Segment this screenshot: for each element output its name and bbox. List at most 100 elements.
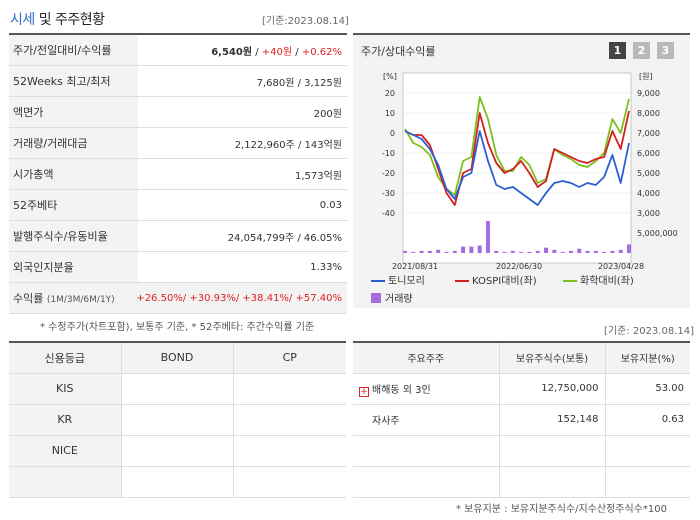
period-button-3[interactable]: 3 <box>657 42 674 59</box>
chart-title: 주가/상대수익률 <box>361 45 436 58</box>
credit-rating-table: 신용등급 BOND CP KIS KR NICE <box>9 341 346 498</box>
table-row <box>9 466 346 498</box>
volume-bar <box>469 246 474 253</box>
series-line-2 <box>404 110 630 206</box>
legend-label: KOSPI대비(좌) <box>472 275 537 287</box>
price-footnote: * 수정주가(차트포함), 보통주 기준, * 52주베타: 주간수익률 기준 <box>40 322 315 333</box>
volume-bar <box>477 245 482 253</box>
week52-row: 52Weeks 최고/최저 7,680원 / 3,125원 <box>9 66 347 97</box>
section-title-sub: 및 주주현황 <box>34 12 105 28</box>
table-row <box>353 466 690 498</box>
volume-bar <box>494 250 499 253</box>
period-button-1[interactable]: 1 <box>609 42 626 59</box>
volume-row: 거래량/거래대금 2,122,960주 / 143억원 <box>9 128 347 159</box>
volume-bar <box>610 250 615 253</box>
stock-chart: [%] [원] 20 9,000 10 8,000 0 7,000 -10 6,000 -20 5,0… <box>371 72 678 305</box>
volume-bar <box>502 251 507 253</box>
right-tick-label: 6,000 <box>637 149 660 158</box>
plot-area <box>402 72 632 264</box>
price-change: +40원 <box>261 46 293 58</box>
x-tick-label: 2021/08/31 <box>392 262 438 271</box>
legend-label: 토니모리 <box>388 275 425 287</box>
shareholder-table: 주요주주 보유주식수(보통) 보유지분(%) + 배해동 외 3인 12,750,… <box>353 341 690 498</box>
price-value: 6,540원 / +40원 / +0.62% <box>211 46 342 58</box>
left-tick-label: -10 <box>382 149 395 158</box>
return-periods: (1M/3M/6M/1Y) <box>46 295 115 305</box>
section-title-main: 시세 <box>10 12 35 28</box>
table-row: NICE <box>9 435 346 467</box>
expand-plus-icon[interactable]: + <box>359 386 369 397</box>
legend-label: 화학대비(좌) <box>580 275 634 287</box>
credit-header-row: 신용등급 BOND CP <box>9 342 346 374</box>
legend-label: 거래량 <box>385 293 413 305</box>
volume-bar <box>403 250 407 253</box>
return-row: 수익률 (1M/3M/6M/1Y) +26.50%/ +30.93%/ +38.… <box>9 283 347 314</box>
par-value-row: 액면가 200원 <box>9 97 347 128</box>
section-title: 시세 및 주주현황 <box>10 9 105 29</box>
left-axis-unit: [%] <box>383 72 397 81</box>
left-tick-label: -30 <box>382 189 395 198</box>
volume-bar <box>544 247 549 253</box>
volume-bar <box>560 251 565 253</box>
foreign-ownership-row: 외국인지분율 1.33% <box>9 252 347 283</box>
volume-bar <box>519 251 524 253</box>
right-tick-label: 5,000 <box>637 169 660 178</box>
market-cap-row: 시가총액 1,573억원 <box>9 159 347 190</box>
volume-bar <box>593 250 598 253</box>
table-row: KR <box>9 404 346 436</box>
right-tick-label: 8,000 <box>637 109 660 118</box>
table-row: KIS <box>9 373 346 405</box>
volume-bar <box>535 250 540 253</box>
left-tick-label: 10 <box>385 109 395 118</box>
period-button-2[interactable]: 2 <box>633 42 650 59</box>
volume-bar <box>427 250 432 253</box>
shareholder-header-row: 주요주주 보유주식수(보통) 보유지분(%) <box>353 342 690 374</box>
volume-bar <box>577 248 582 253</box>
volume-bar <box>527 251 532 253</box>
left-tick-label: -40 <box>382 209 395 218</box>
right-tick-label: 4,000 <box>637 189 660 198</box>
shareholder-footnote: * 보유지분 : 보유지분주식수/지수산정주식수*100 <box>456 504 667 515</box>
volume-bar <box>452 250 457 253</box>
shareholder-name: 자사주 <box>372 416 400 427</box>
volume-bar <box>444 251 449 253</box>
right-tick-label: 7,000 <box>637 129 660 138</box>
volume-bar <box>419 250 424 253</box>
right-tick-label: 9,000 <box>637 89 660 98</box>
x-tick-label: 2022/06/30 <box>496 262 542 271</box>
volume-bar <box>568 250 573 253</box>
volume-bar <box>461 246 466 253</box>
right-axis-unit: [원] <box>639 72 653 81</box>
table-row: + 배해동 외 3인 12,750,000 53.00 <box>353 373 690 405</box>
shareholder-reference-date: [기준: 2023.08.14] <box>604 326 695 337</box>
right-tick-label: 3,000 <box>637 209 660 218</box>
price-summary-table: 주가/전일대비/수익률 6,540원 / +40원 / +0.62% 52Wee… <box>9 33 347 314</box>
chart-panel: [%] [원] 20 9,000 10 8,000 0 7,000 -10 6,000 -20 5,0… <box>353 33 690 308</box>
volume-bar <box>627 244 631 253</box>
volume-tick-label: 5,000,000 <box>637 229 678 238</box>
legend-swatch <box>371 293 381 303</box>
price-change-rate: +0.62% <box>301 46 342 58</box>
x-tick-label: 2023/04/28 <box>598 262 644 271</box>
volume-bar <box>485 221 490 253</box>
left-tick-label: -20 <box>382 169 395 178</box>
volume-bar <box>585 250 590 253</box>
table-row: 자사주 152,148 0.63 <box>353 404 690 436</box>
shares-row: 발행주식수/유동비율 24,054,799주 / 46.05% <box>9 221 347 252</box>
series-line-1 <box>404 130 630 206</box>
shareholder-name: 배해동 외 3인 <box>372 384 431 396</box>
price-label: 주가/전일대비/수익률 <box>9 35 138 65</box>
volume-bar <box>411 251 416 253</box>
table-row <box>353 435 690 467</box>
price-row: 주가/전일대비/수익률 6,540원 / +40원 / +0.62% <box>9 35 347 66</box>
volume-bar <box>618 249 623 253</box>
return-values: +26.50%/ +30.93%/ +38.41%/ +57.40% <box>136 292 342 304</box>
volume-bar <box>602 251 607 253</box>
volume-bar <box>552 249 557 253</box>
left-tick-label: 20 <box>385 89 395 98</box>
left-tick-label: 0 <box>390 129 395 138</box>
current-price: 6,540원 <box>211 46 253 58</box>
volume-bar <box>436 249 441 253</box>
reference-date: [기준:2023.08.14] <box>262 16 349 27</box>
return-label: 수익률 <box>13 292 44 305</box>
